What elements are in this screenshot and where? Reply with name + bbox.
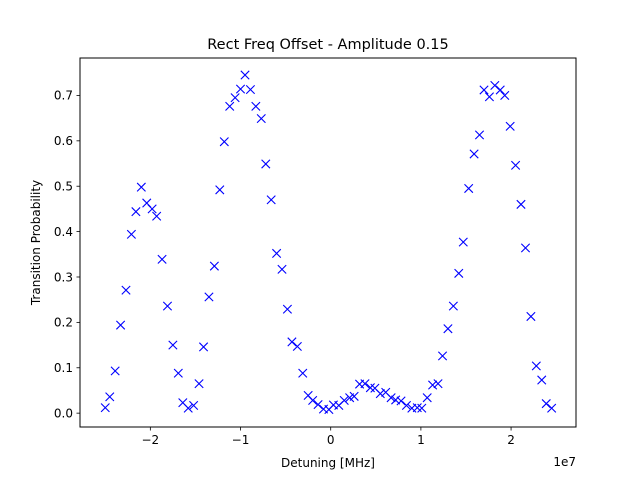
data-point-marker xyxy=(360,379,370,389)
plot-frame xyxy=(79,57,577,428)
data-point-marker xyxy=(240,70,250,80)
data-point-marker xyxy=(100,403,110,413)
data-point-marker xyxy=(505,121,515,131)
data-point-marker xyxy=(526,311,536,322)
data-point-marker xyxy=(287,337,297,347)
data-point-marker xyxy=(277,264,287,274)
data-point-marker xyxy=(282,304,293,314)
data-point-marker xyxy=(168,340,178,350)
data-point-marker xyxy=(386,393,396,403)
x-tick-label: 2 xyxy=(507,433,515,447)
data-point-marker xyxy=(110,366,120,376)
data-point-marker xyxy=(375,389,385,399)
data-point-marker xyxy=(437,351,448,361)
y-tick-label: 0.6 xyxy=(54,134,73,148)
data-point-marker xyxy=(495,85,505,95)
data-point-marker xyxy=(194,379,204,389)
data-point-marker xyxy=(339,395,349,406)
data-point-marker xyxy=(215,185,225,195)
data-point-marker xyxy=(479,85,489,95)
data-point-marker xyxy=(422,393,432,403)
data-point-marker xyxy=(131,207,141,217)
data-point-marker xyxy=(219,137,229,147)
data-point-marker xyxy=(105,392,115,402)
x-tick-label: 1 xyxy=(417,433,425,447)
data-point-marker xyxy=(261,159,271,169)
data-point-marker xyxy=(537,375,547,385)
data-point-marker xyxy=(292,341,302,352)
data-point-marker xyxy=(531,361,541,371)
data-point-marker xyxy=(115,320,126,330)
data-point-marker xyxy=(458,237,468,247)
data-point-marker xyxy=(433,379,443,389)
x-tick-label: 0 xyxy=(327,433,335,447)
data-point-marker xyxy=(448,301,458,311)
data-point-marker xyxy=(490,80,500,91)
x-axis-offset-label: 1e7 xyxy=(553,455,576,469)
y-tick-label: 0.0 xyxy=(54,406,73,420)
data-point-marker xyxy=(474,130,485,140)
data-point-marker xyxy=(251,101,261,111)
data-point-marker xyxy=(349,391,359,401)
data-point-marker xyxy=(266,195,276,205)
data-point-marker xyxy=(245,84,256,95)
y-axis-ticks: 0.0 0.1 0.2 0.3 0.4 0.5 0.6 0.7 xyxy=(54,89,80,420)
plot-markers xyxy=(100,70,557,415)
data-point-marker xyxy=(235,84,246,94)
y-tick-label: 0.1 xyxy=(54,361,73,375)
data-point-marker xyxy=(147,204,157,214)
y-tick-label: 0.7 xyxy=(54,89,73,103)
y-tick-label: 0.2 xyxy=(54,316,73,330)
x-tick-label: −2 xyxy=(141,433,159,447)
data-point-marker xyxy=(298,368,308,378)
y-tick-label: 0.4 xyxy=(54,225,73,239)
data-point-marker xyxy=(126,229,136,239)
data-point-marker xyxy=(204,292,214,302)
data-point-marker xyxy=(272,248,282,258)
data-point-marker xyxy=(189,400,199,411)
data-point-marker xyxy=(230,93,240,103)
data-point-marker xyxy=(401,400,412,411)
data-point-marker xyxy=(308,395,318,406)
data-point-marker xyxy=(157,254,167,264)
data-point-marker xyxy=(516,199,526,209)
data-point-marker xyxy=(417,403,427,413)
y-tick-label: 0.3 xyxy=(54,270,73,284)
data-point-marker xyxy=(500,90,510,101)
data-point-marker xyxy=(464,183,474,194)
data-point-marker xyxy=(162,301,173,311)
x-axis-ticks: −2 −1 0 1 2 xyxy=(141,427,515,447)
data-point-marker xyxy=(484,92,495,102)
data-point-marker xyxy=(198,342,209,352)
data-point-marker xyxy=(152,211,162,221)
data-point-marker xyxy=(256,114,266,124)
data-point-marker xyxy=(209,261,219,271)
data-point-marker xyxy=(136,182,146,192)
data-point-marker xyxy=(520,243,531,253)
data-point-marker xyxy=(541,399,551,409)
data-point-marker xyxy=(183,403,193,413)
data-point-marker xyxy=(454,268,464,278)
chart-title: Rect Freq Offset - Amplitude 0.15 xyxy=(207,37,449,53)
data-point-marker xyxy=(547,403,557,413)
y-tick-label: 0.5 xyxy=(54,180,73,194)
data-point-marker xyxy=(173,368,183,378)
data-point-marker xyxy=(225,101,235,111)
data-point-marker xyxy=(396,396,406,406)
data-point-marker xyxy=(510,160,521,170)
data-point-marker xyxy=(428,380,438,390)
data-point-marker xyxy=(469,149,479,159)
data-point-marker xyxy=(313,399,323,410)
data-point-marker xyxy=(121,285,131,295)
x-tick-label: −1 xyxy=(232,433,250,447)
data-point-marker xyxy=(443,324,453,334)
y-axis-label: Transition Probability xyxy=(29,180,43,306)
x-axis-label: Detuning [MHz] xyxy=(281,456,375,470)
